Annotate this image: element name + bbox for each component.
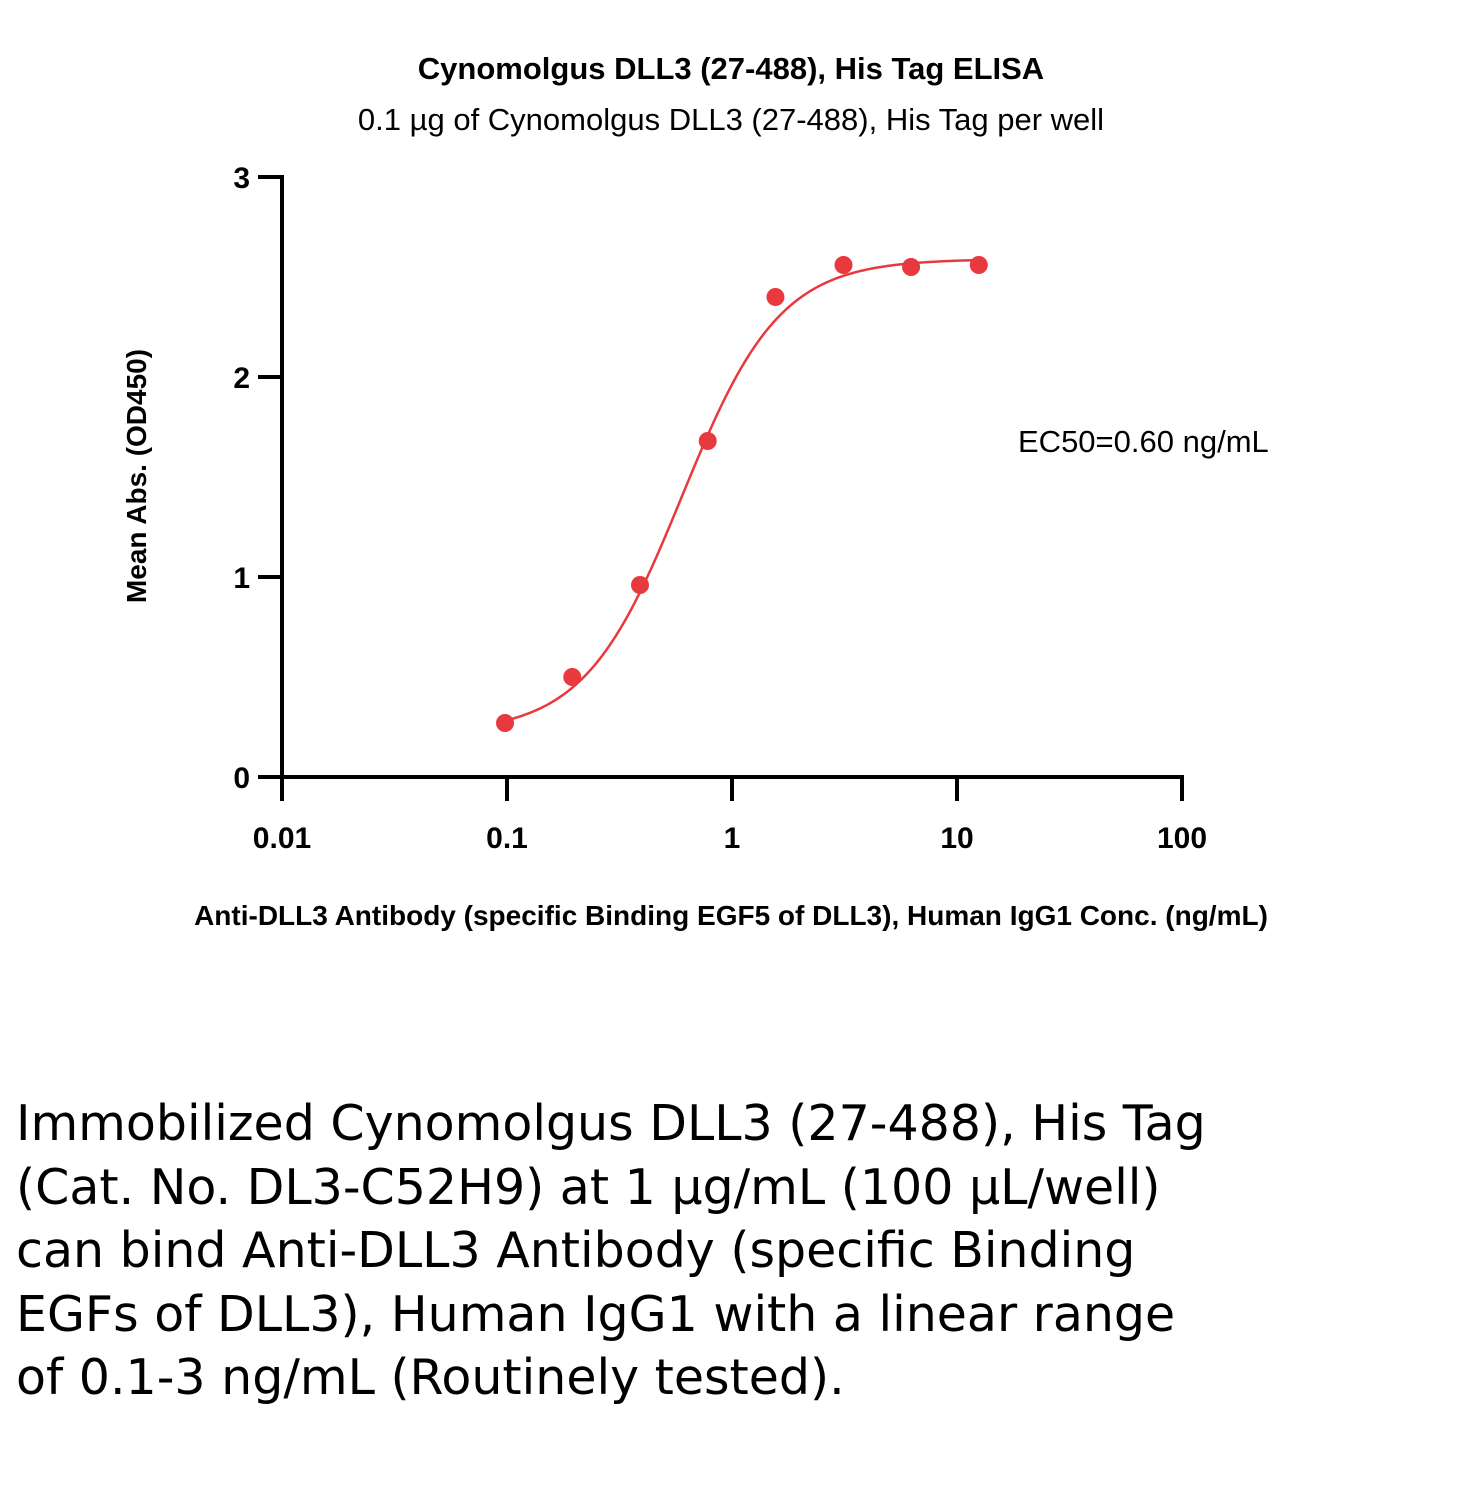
- data-point: [902, 258, 921, 276]
- y-tick-label: 1: [233, 562, 250, 595]
- elisa-chart: Cynomolgus DLL3 (27-488), His Tag ELISA …: [121, 51, 1269, 931]
- x-tick-label: 1: [724, 822, 741, 855]
- x-tick-label: 100: [1157, 822, 1207, 855]
- data-points: [496, 256, 988, 732]
- x-tick-labels: 0.01 0.1 1 10 100: [253, 822, 1207, 855]
- y-tick-label: 3: [233, 162, 250, 195]
- y-axis-label: Mean Abs. (OD450): [121, 349, 152, 603]
- y-tick-label: 2: [233, 362, 250, 395]
- figure-caption: Immobilized Cynomolgus DLL3 (27-488), Hi…: [16, 1095, 1206, 1406]
- chart-title: Cynomolgus DLL3 (27-488), His Tag ELISA: [418, 51, 1044, 86]
- data-point: [496, 714, 515, 732]
- y-tick-label: 0: [233, 762, 250, 795]
- data-point: [563, 668, 582, 686]
- chart-subtitle: 0.1 µg of Cynomolgus DLL3 (27-488), His …: [358, 102, 1104, 137]
- x-tick-label: 0.1: [486, 822, 528, 855]
- data-point: [834, 256, 853, 274]
- data-point: [630, 576, 649, 594]
- axes: [258, 175, 1184, 801]
- data-point: [698, 432, 717, 450]
- y-tick-labels: 0 1 2 3: [233, 162, 250, 795]
- x-tick-label: 0.01: [253, 822, 311, 855]
- x-axis-label: Anti-DLL3 Antibody (specific Binding EGF…: [194, 900, 1268, 931]
- fit-curve: [504, 258, 979, 722]
- data-point: [766, 288, 785, 306]
- data-point: [969, 256, 988, 274]
- ec50-annotation: EC50=0.60 ng/mL: [1018, 424, 1269, 459]
- x-tick-label: 10: [940, 822, 973, 855]
